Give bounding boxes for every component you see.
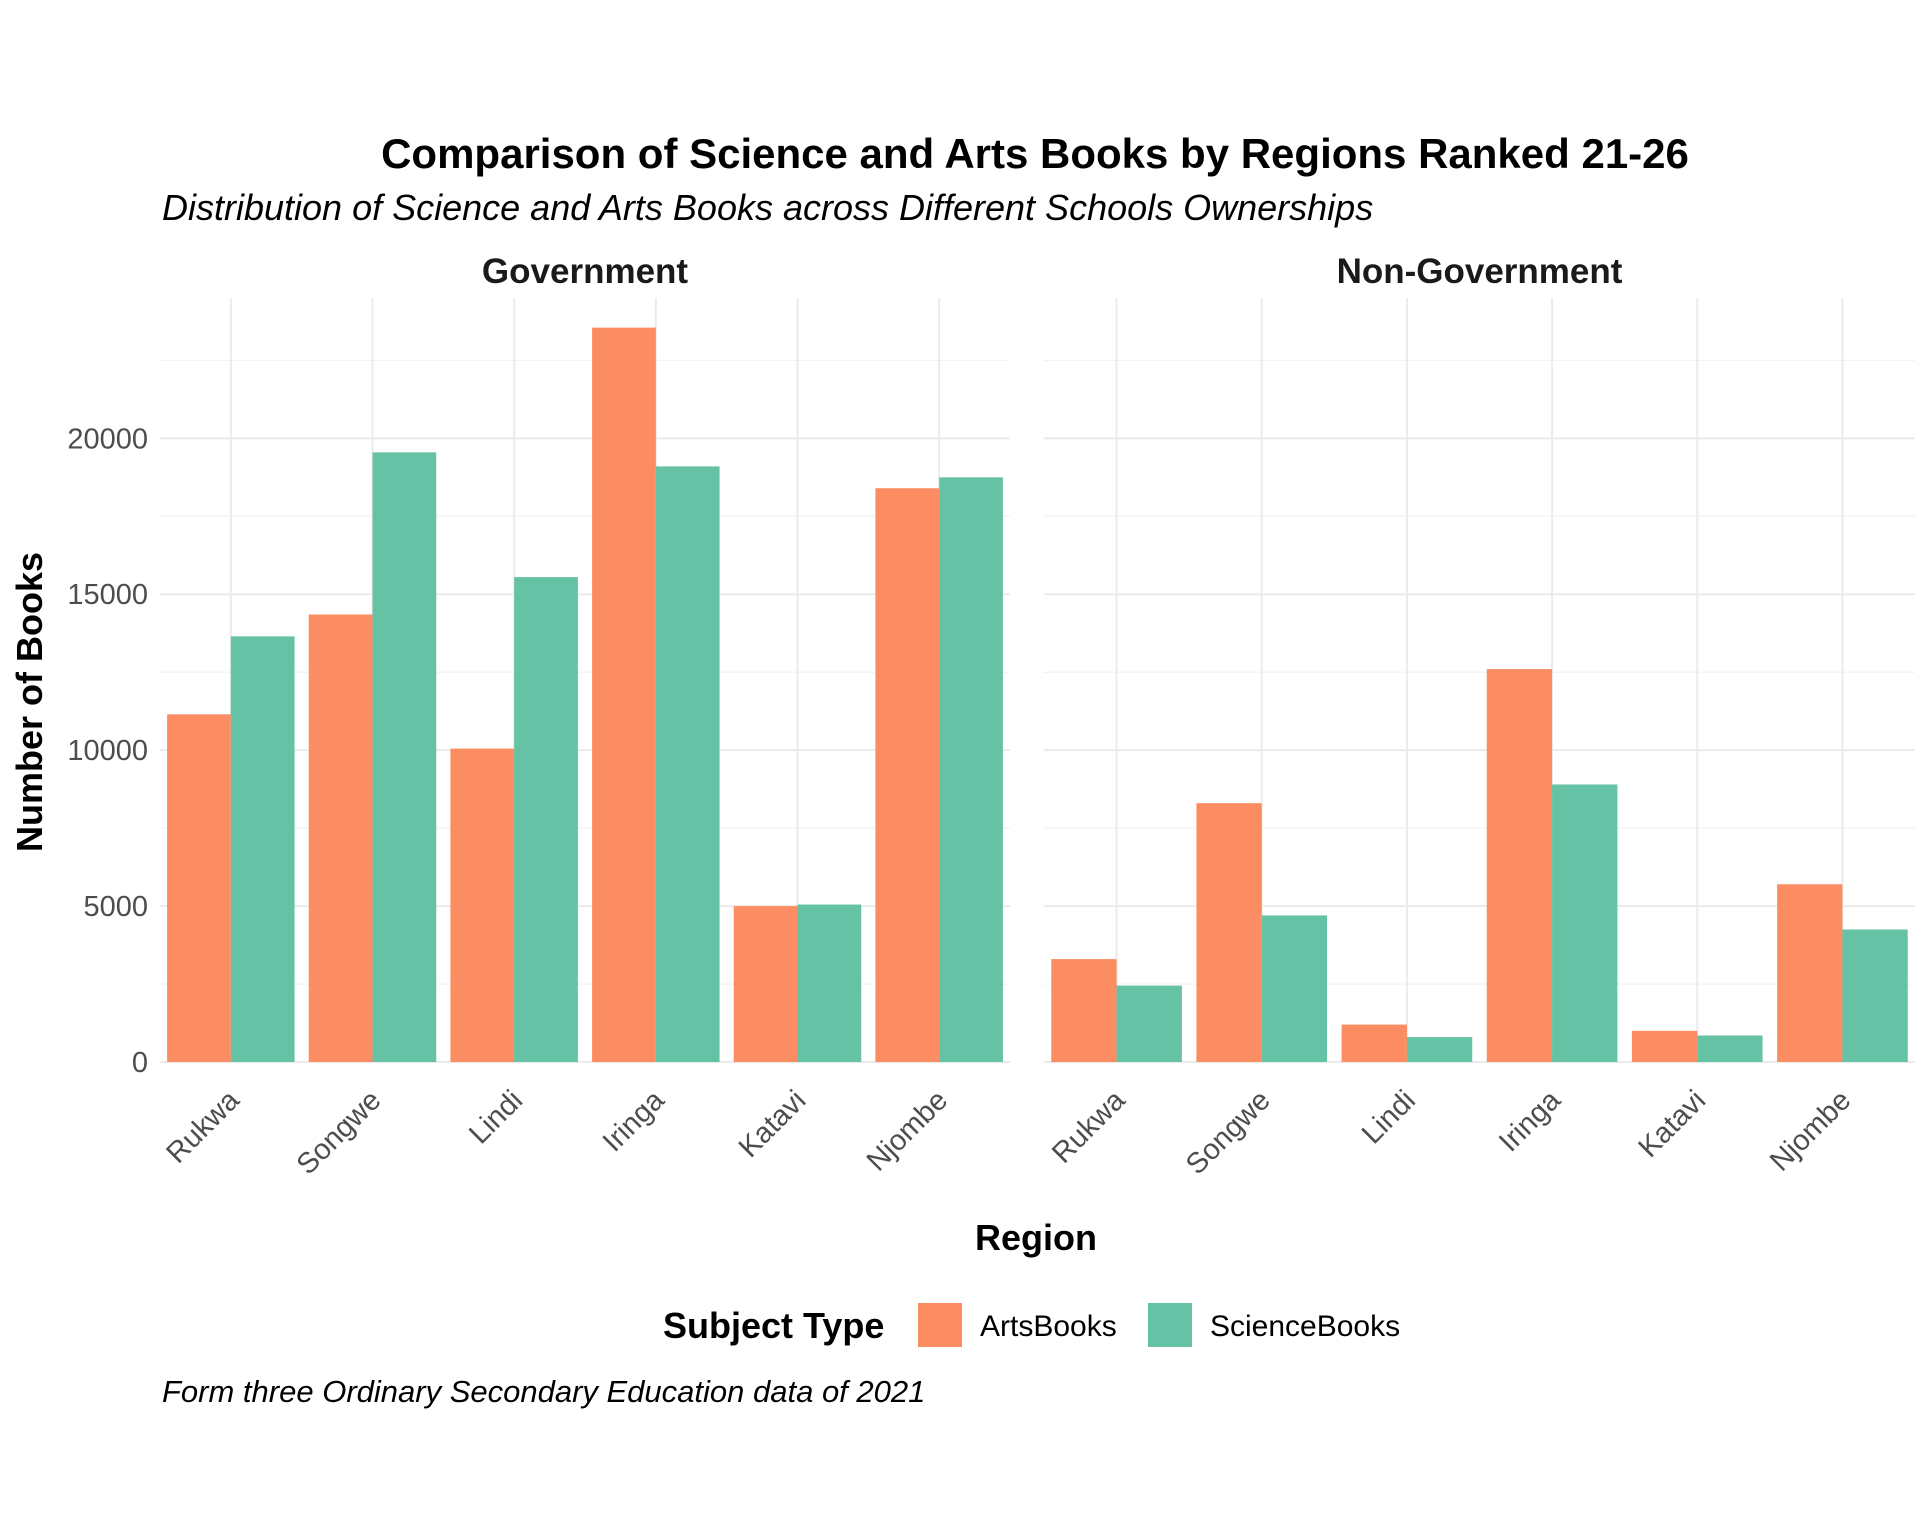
bar-government-njombe-artsbooks: [875, 488, 940, 1062]
x-tick-label: Katavi: [1633, 1084, 1713, 1164]
facet-panel-non-government: Non-Government Rukwa Songwe Lindi Iringa Kata…: [1044, 252, 1915, 1181]
x-tick-label: Njombe: [1764, 1084, 1857, 1177]
bar-non-government-lindi-sciencebooks: [1406, 1037, 1473, 1062]
chart-title: Comparison of Science and Arts Books by …: [381, 130, 1689, 177]
y-tick-label: 0: [132, 1047, 148, 1079]
x-tick-label: Katavi: [733, 1084, 813, 1164]
bar-non-government-rukwa-artsbooks: [1051, 959, 1117, 1062]
x-tick-label: Rukwa: [160, 1084, 246, 1170]
y-axis-title: Number of Books: [9, 552, 50, 852]
bar-government-rukwa-artsbooks: [167, 714, 231, 1062]
legend-label-sciencebooks: ScienceBooks: [1210, 1310, 1400, 1343]
x-tick-label: Njombe: [861, 1084, 954, 1177]
chart-caption: Form three Ordinary Secondary Education …: [162, 1374, 925, 1409]
bar-government-iringa-artsbooks: [592, 327, 656, 1062]
x-tick-label: Songwe: [291, 1084, 388, 1181]
bar-non-government-lindi-artsbooks: [1341, 1024, 1407, 1062]
legend: Subject Type ArtsBooks ScienceBooks: [663, 1303, 1400, 1347]
bar-government-katavi-artsbooks: [733, 906, 798, 1062]
facet-panel-government: Government Rukwa Songwe Lindi Iringa Katavi Nj…: [67, 252, 1010, 1181]
bar-non-government-njombe-artsbooks: [1777, 884, 1843, 1062]
facet-label-government: Government: [482, 252, 688, 291]
bar-government-katavi-sciencebooks: [797, 904, 862, 1062]
bar-government-songwe-artsbooks: [308, 614, 373, 1062]
bar-non-government-katavi-sciencebooks: [1697, 1035, 1763, 1062]
facet-label-non-government: Non-Government: [1337, 252, 1623, 291]
facet-panels: Government Rukwa Songwe Lindi Iringa Katavi Nj…: [67, 252, 1915, 1181]
x-tick-label: Iringa: [597, 1084, 672, 1159]
bar-non-government-rukwa-sciencebooks: [1116, 985, 1182, 1062]
legend-key-artsbooks: [918, 1303, 962, 1347]
legend-title: Subject Type: [663, 1305, 884, 1346]
bar-non-government-songwe-sciencebooks: [1261, 915, 1328, 1062]
bar-non-government-katavi-artsbooks: [1631, 1030, 1698, 1062]
y-tick-label: 10000: [67, 735, 148, 767]
x-tick-label: Iringa: [1493, 1084, 1568, 1159]
bar-government-lindi-artsbooks: [450, 748, 515, 1062]
y-tick-label: 5000: [83, 891, 148, 923]
x-tick-label: Songwe: [1180, 1084, 1277, 1181]
bar-non-government-njombe-sciencebooks: [1842, 929, 1908, 1062]
x-axis-title: Region: [975, 1217, 1097, 1258]
legend-items: ArtsBooks ScienceBooks: [918, 1303, 1400, 1347]
legend-key-sciencebooks: [1148, 1303, 1192, 1347]
y-tick-label: 20000: [67, 423, 148, 455]
legend-label-artsbooks: ArtsBooks: [980, 1310, 1117, 1343]
x-tick-label: Lindi: [463, 1084, 529, 1150]
bar-government-lindi-sciencebooks: [514, 577, 578, 1062]
bar-government-njombe-sciencebooks: [939, 477, 1003, 1062]
x-tick-label: Lindi: [1356, 1084, 1422, 1150]
chart-subtitle: Distribution of Science and Arts Books a…: [162, 187, 1373, 228]
bar-non-government-iringa-artsbooks: [1486, 669, 1553, 1062]
bar-non-government-songwe-artsbooks: [1196, 803, 1262, 1062]
bar-government-rukwa-sciencebooks: [230, 636, 295, 1062]
y-tick-label: 15000: [67, 579, 148, 611]
bar-government-iringa-sciencebooks: [655, 466, 720, 1062]
bar-non-government-iringa-sciencebooks: [1552, 784, 1618, 1062]
bar-government-songwe-sciencebooks: [372, 452, 437, 1062]
x-tick-label: Rukwa: [1046, 1084, 1132, 1170]
